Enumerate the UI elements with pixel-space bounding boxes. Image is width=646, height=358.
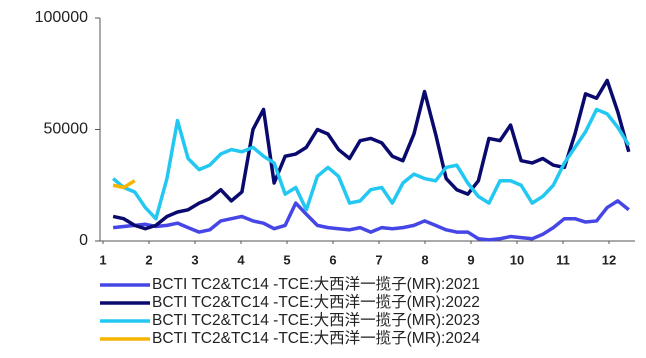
x-tick-label: 12	[602, 252, 616, 267]
series-line	[112, 78, 631, 231]
y-tick-label: 100000	[35, 9, 88, 26]
legend-label: BCTI TC2&TC14 -TCE:大西洋一揽子(MR):2021	[152, 275, 480, 293]
series-line	[112, 179, 136, 190]
x-tick-label: 8	[421, 252, 428, 267]
y-tick-label: 0	[79, 232, 88, 249]
x-tick-label: 9	[467, 252, 474, 267]
x-tick-label: 11	[556, 252, 570, 267]
x-tick-label: 6	[329, 252, 336, 267]
y-tick-label: 50000	[44, 121, 89, 138]
series-line	[111, 107, 631, 221]
legend-label: BCTI TC2&TC14 -TCE:大西洋一揽子(MR):2023	[152, 311, 480, 329]
legend-label: BCTI TC2&TC14 -TCE:大西洋一揽子(MR):2024	[152, 329, 480, 347]
x-tick-label: 1	[99, 252, 106, 267]
series-line	[112, 199, 630, 242]
x-tick-label: 5	[283, 252, 290, 267]
x-tick-label: 3	[191, 252, 198, 267]
x-tick-label: 4	[237, 252, 245, 267]
x-tick-label: 7	[375, 252, 382, 267]
x-tick-label: 10	[510, 252, 524, 267]
x-tick-label: 2	[145, 252, 152, 267]
legend-label: BCTI TC2&TC14 -TCE:大西洋一揽子(MR):2022	[152, 293, 480, 311]
